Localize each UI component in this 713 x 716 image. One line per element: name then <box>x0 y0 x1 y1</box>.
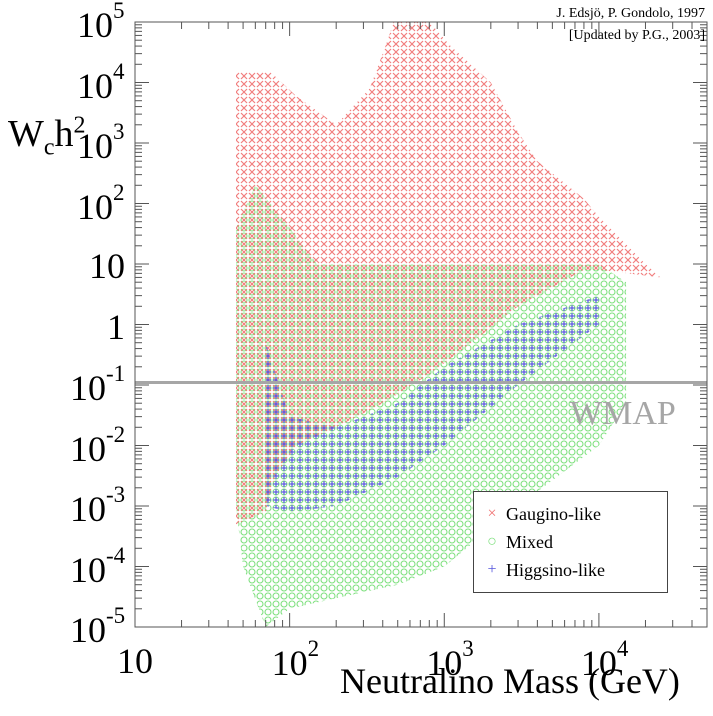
legend-marker-circle: ○ <box>487 533 497 550</box>
tick-base: 10 <box>77 126 113 166</box>
tick-base: 10 <box>77 5 113 45</box>
credit-line-1: J. Edsjö, P. Gondolo, 1997 <box>556 6 705 21</box>
tick-exponent: -5 <box>106 603 126 628</box>
y-tick-label: 105 <box>77 0 125 45</box>
tick-base: 10 <box>70 489 106 529</box>
tick-base: 10 <box>70 549 106 590</box>
tick-exponent: 3 <box>462 636 474 661</box>
tick-exponent: 4 <box>113 58 125 84</box>
series-region-higgsino-like <box>265 295 599 512</box>
y-tick-label: 10 <box>89 248 125 284</box>
tick-exponent: -1 <box>106 361 126 386</box>
tick-base: 10 <box>89 246 125 286</box>
tick-base: 10 <box>70 428 106 469</box>
y-tick-label: 10-2 <box>70 423 125 469</box>
y-tick-label: 10-5 <box>70 604 125 650</box>
y-tick-label: 1 <box>107 309 125 345</box>
tick-base: 10 <box>70 610 106 650</box>
tick-exponent: -4 <box>106 542 126 568</box>
tick-base: 10 <box>70 368 106 408</box>
tick-exponent: 2 <box>113 179 125 205</box>
tick-exponent: 3 <box>113 119 125 144</box>
legend-item-higgsino: + Higgsino-like <box>482 558 605 582</box>
tick-exponent: -2 <box>106 421 126 447</box>
series-region-gaugino-like <box>236 22 661 525</box>
tick-base: 10 <box>426 643 463 683</box>
tick-exponent: 5 <box>113 0 125 23</box>
y-axis-label: Wch2 <box>8 112 86 161</box>
legend: × Gaugino-like ○ Mixed + Higgsino-like <box>473 491 668 593</box>
legend-marker-plus: + <box>487 561 497 578</box>
x-tick-label: 102 <box>271 637 320 683</box>
tick-base: 10 <box>77 186 113 227</box>
legend-item-mixed: ○ Mixed <box>482 530 553 554</box>
tick-base: 10 <box>271 643 308 683</box>
tick-base: 1 <box>107 306 125 347</box>
tick-base: 10 <box>117 641 153 681</box>
legend-label-gaugino: Gaugino-like <box>506 503 601 524</box>
credit-line-2: [Updated by P.G., 2003] <box>568 28 705 43</box>
tick-exponent: 2 <box>307 636 320 661</box>
y-tick-label: 10-1 <box>70 362 125 408</box>
tick-exponent: -3 <box>106 482 126 507</box>
y-tick-label: 10-4 <box>70 544 125 590</box>
y-tick-label: 104 <box>77 60 125 106</box>
scatter-region-layer <box>236 22 661 628</box>
legend-label-higgsino: Higgsino-like <box>506 559 605 580</box>
tick-base: 10 <box>580 643 617 683</box>
plot-frame <box>134 21 708 628</box>
legend-label-mixed: Mixed <box>506 531 553 552</box>
y-tick-label: 102 <box>77 181 125 227</box>
x-axis-label: Neutralino Mass (GeV) <box>340 661 680 701</box>
x-tick-label: 103 <box>426 637 474 683</box>
x-tick-label: 104 <box>580 637 629 683</box>
tick-base: 10 <box>77 65 113 106</box>
y-tick-label: 103 <box>77 120 125 166</box>
legend-item-gaugino: × Gaugino-like <box>482 502 601 526</box>
legend-marker-cross: × <box>487 505 497 522</box>
tick-exponent: 4 <box>616 636 629 661</box>
wmap-label: WMAP <box>570 395 676 432</box>
y-tick-label: 10-3 <box>70 483 125 529</box>
x-tick-label: 10 <box>117 643 153 679</box>
